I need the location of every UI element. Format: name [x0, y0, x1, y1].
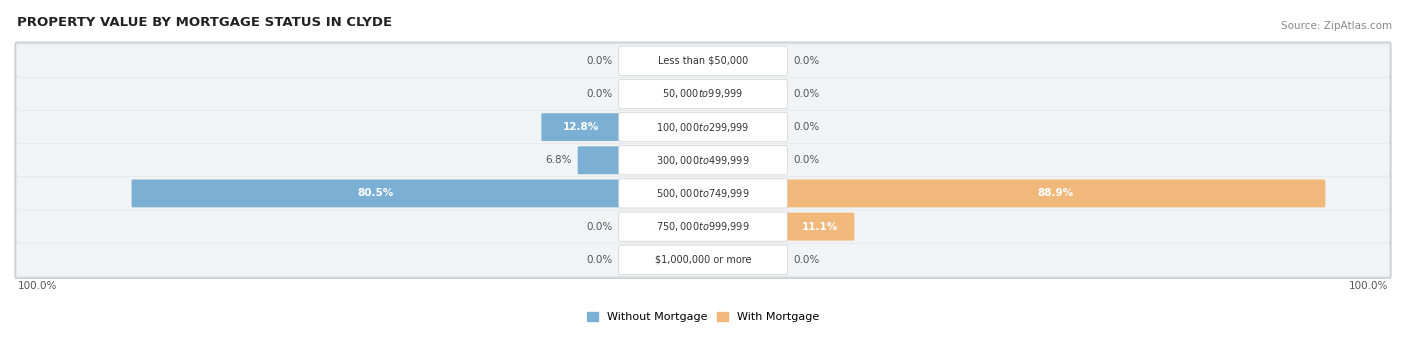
- Text: PROPERTY VALUE BY MORTGAGE STATUS IN CLYDE: PROPERTY VALUE BY MORTGAGE STATUS IN CLY…: [17, 16, 392, 29]
- FancyBboxPatch shape: [17, 45, 1389, 77]
- Text: 0.0%: 0.0%: [586, 255, 613, 265]
- Text: $50,000 to $99,999: $50,000 to $99,999: [662, 87, 744, 101]
- Text: 100.0%: 100.0%: [1350, 281, 1389, 291]
- Text: 100.0%: 100.0%: [17, 281, 56, 291]
- Text: 0.0%: 0.0%: [793, 56, 820, 66]
- Text: $500,000 to $749,999: $500,000 to $749,999: [657, 187, 749, 200]
- Text: 0.0%: 0.0%: [586, 56, 613, 66]
- Text: $300,000 to $499,999: $300,000 to $499,999: [657, 154, 749, 167]
- Text: $750,000 to $999,999: $750,000 to $999,999: [657, 220, 749, 233]
- FancyBboxPatch shape: [541, 113, 620, 141]
- FancyBboxPatch shape: [15, 75, 1391, 113]
- Text: 0.0%: 0.0%: [793, 255, 820, 265]
- FancyBboxPatch shape: [619, 46, 787, 75]
- FancyBboxPatch shape: [578, 146, 620, 174]
- Text: 0.0%: 0.0%: [793, 122, 820, 132]
- Text: Source: ZipAtlas.com: Source: ZipAtlas.com: [1281, 21, 1392, 31]
- Text: $100,000 to $299,999: $100,000 to $299,999: [657, 121, 749, 134]
- FancyBboxPatch shape: [17, 243, 1389, 276]
- Text: 88.9%: 88.9%: [1038, 189, 1074, 198]
- FancyBboxPatch shape: [786, 179, 1326, 207]
- Text: Less than $50,000: Less than $50,000: [658, 56, 748, 66]
- FancyBboxPatch shape: [619, 212, 787, 241]
- Text: 0.0%: 0.0%: [586, 222, 613, 232]
- FancyBboxPatch shape: [15, 208, 1391, 245]
- FancyBboxPatch shape: [17, 78, 1389, 110]
- Text: 0.0%: 0.0%: [793, 89, 820, 99]
- FancyBboxPatch shape: [786, 213, 855, 240]
- FancyBboxPatch shape: [17, 210, 1389, 243]
- FancyBboxPatch shape: [17, 177, 1389, 210]
- FancyBboxPatch shape: [619, 245, 787, 274]
- FancyBboxPatch shape: [15, 241, 1391, 278]
- Text: 6.8%: 6.8%: [546, 155, 572, 165]
- Legend: Without Mortgage, With Mortgage: Without Mortgage, With Mortgage: [582, 307, 824, 327]
- Text: 0.0%: 0.0%: [586, 89, 613, 99]
- FancyBboxPatch shape: [619, 113, 787, 142]
- FancyBboxPatch shape: [15, 108, 1391, 146]
- FancyBboxPatch shape: [619, 179, 787, 208]
- FancyBboxPatch shape: [15, 175, 1391, 212]
- Text: 11.1%: 11.1%: [801, 222, 838, 232]
- FancyBboxPatch shape: [132, 179, 620, 207]
- Text: 0.0%: 0.0%: [793, 155, 820, 165]
- Text: $1,000,000 or more: $1,000,000 or more: [655, 255, 751, 265]
- FancyBboxPatch shape: [619, 79, 787, 108]
- FancyBboxPatch shape: [15, 142, 1391, 179]
- Text: 80.5%: 80.5%: [357, 189, 394, 198]
- Text: 12.8%: 12.8%: [562, 122, 599, 132]
- FancyBboxPatch shape: [619, 146, 787, 175]
- FancyBboxPatch shape: [17, 111, 1389, 143]
- FancyBboxPatch shape: [15, 42, 1391, 79]
- FancyBboxPatch shape: [17, 144, 1389, 177]
